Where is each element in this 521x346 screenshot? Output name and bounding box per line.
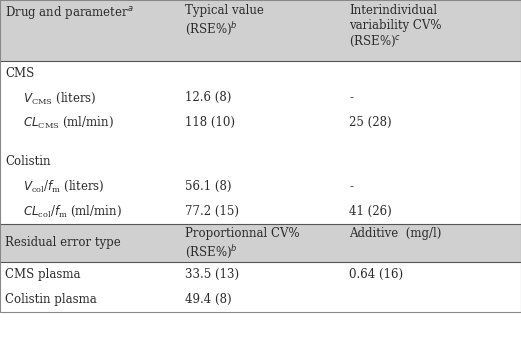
Bar — [0, 0, 521, 61]
Text: $CL_{\mathregular{CMS}}$ (ml/min): $CL_{\mathregular{CMS}}$ (ml/min) — [23, 115, 114, 130]
Text: CMS: CMS — [5, 66, 34, 80]
Text: 118 (10): 118 (10) — [185, 116, 235, 129]
Text: 25 (28): 25 (28) — [349, 116, 392, 129]
Text: $CL_{\mathregular{col}}$/$f_{\mathregular{m}}$ (ml/min): $CL_{\mathregular{col}}$/$f_{\mathregula… — [23, 204, 122, 219]
Text: -: - — [349, 180, 353, 193]
Text: Drug and parameter$^a$: Drug and parameter$^a$ — [5, 4, 134, 21]
Text: 56.1 (8): 56.1 (8) — [185, 180, 231, 193]
Text: Proportionnal CV%
(RSE%)$^b$: Proportionnal CV% (RSE%)$^b$ — [185, 227, 300, 260]
Text: Additive  (mg/l): Additive (mg/l) — [349, 227, 441, 240]
Text: $V_{\mathregular{col}}$/$f_{\mathregular{m}}$ (liters): $V_{\mathregular{col}}$/$f_{\mathregular… — [23, 179, 105, 194]
Text: 0.64 (16): 0.64 (16) — [349, 268, 403, 281]
Text: 77.2 (15): 77.2 (15) — [185, 205, 239, 218]
Text: Colistin plasma: Colistin plasma — [5, 293, 97, 306]
Text: Colistin: Colistin — [5, 155, 51, 168]
Text: -: - — [349, 91, 353, 104]
Text: 12.6 (8): 12.6 (8) — [185, 91, 231, 104]
Text: $V_{\mathregular{CMS}}$ (liters): $V_{\mathregular{CMS}}$ (liters) — [23, 90, 97, 106]
Text: Typical value
(RSE%)$^b$: Typical value (RSE%)$^b$ — [185, 4, 264, 37]
Text: 41 (26): 41 (26) — [349, 205, 392, 218]
Text: 33.5 (13): 33.5 (13) — [185, 268, 239, 281]
Text: Residual error type: Residual error type — [5, 236, 121, 249]
Text: Interindividual
variability CV%
(RSE%)$^c$: Interindividual variability CV% (RSE%)$^… — [349, 4, 442, 49]
Text: CMS plasma: CMS plasma — [5, 268, 81, 281]
Bar — [0, 224, 521, 262]
Text: 49.4 (8): 49.4 (8) — [185, 293, 231, 306]
